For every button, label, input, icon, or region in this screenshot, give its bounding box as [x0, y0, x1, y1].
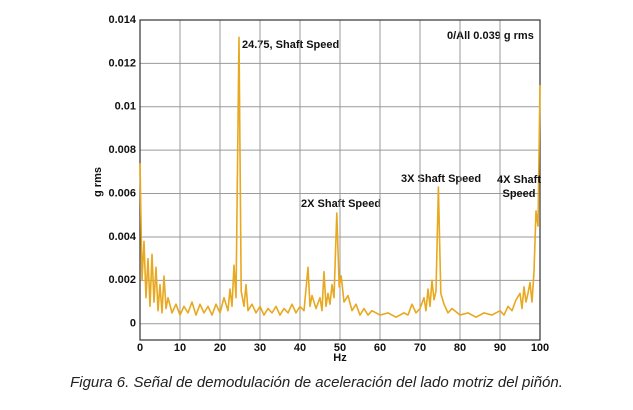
y-axis-label: g rms	[92, 167, 104, 197]
x-tick-label: 50	[334, 342, 346, 354]
x-tick-label: 60	[374, 342, 386, 354]
y-tick-label: 0.01	[115, 101, 136, 113]
y-tick-label: 0.008	[108, 144, 136, 156]
x-tick-label: 90	[494, 342, 506, 354]
annotation: 3X Shaft Speed	[401, 173, 481, 185]
spectrum-line	[139, 36, 541, 319]
annotation: 2X Shaft Speed	[301, 198, 381, 210]
annotation: 4X Shaft Speed	[496, 174, 541, 200]
y-tick-label: 0.002	[108, 274, 136, 286]
x-tick-label: 20	[214, 342, 226, 354]
y-tick-label: 0.004	[108, 231, 136, 243]
caption: Figura 6. Señal de demodulación de acele…	[70, 374, 563, 391]
y-tick-label: 0.014	[108, 14, 136, 26]
x-axis-label: Hz	[333, 352, 347, 364]
annotation: 24.75, Shaft Speed	[242, 39, 339, 51]
y-tick-label: 0.006	[108, 187, 136, 199]
x-tick-label: 100	[531, 342, 549, 354]
y-tick-label: 0.012	[108, 57, 136, 69]
x-tick-label: 0	[137, 342, 143, 354]
x-tick-label: 80	[454, 342, 466, 354]
chart: 24.75, Shaft Speed 2X Shaft Speed 3X Sha…	[92, 14, 549, 364]
y-tick-label: 0	[130, 318, 136, 330]
x-tick-label: 30	[254, 342, 266, 354]
x-tick-label: 10	[174, 342, 186, 354]
x-tick-label: 70	[414, 342, 426, 354]
annotation: 0/All 0.039 g rms	[447, 30, 534, 42]
x-tick-label: 40	[294, 342, 306, 354]
